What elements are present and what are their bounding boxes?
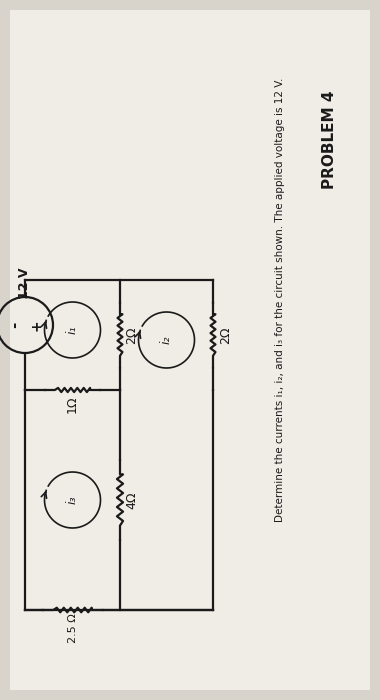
Text: -: - (8, 322, 22, 328)
FancyBboxPatch shape (10, 10, 370, 690)
Text: Determine the currents i₁, i₂, and i₃ for the circuit shown. The applied voltage: Determine the currents i₁, i₂, and i₃ fo… (275, 78, 285, 522)
Text: 2.5 Ω: 2.5 Ω (68, 613, 78, 643)
Text: 4Ω: 4Ω (125, 491, 138, 509)
Text: +: + (29, 319, 43, 331)
Text: 2Ω: 2Ω (220, 326, 233, 344)
Text: 12 V: 12 V (19, 267, 32, 299)
Text: i₂: i₂ (160, 336, 173, 344)
Text: 1Ω: 1Ω (66, 395, 79, 413)
Text: 2Ω: 2Ω (125, 326, 138, 344)
Text: PROBLEM 4: PROBLEM 4 (323, 91, 337, 189)
Text: i₁: i₁ (66, 326, 79, 335)
Text: i₃: i₃ (66, 496, 79, 504)
